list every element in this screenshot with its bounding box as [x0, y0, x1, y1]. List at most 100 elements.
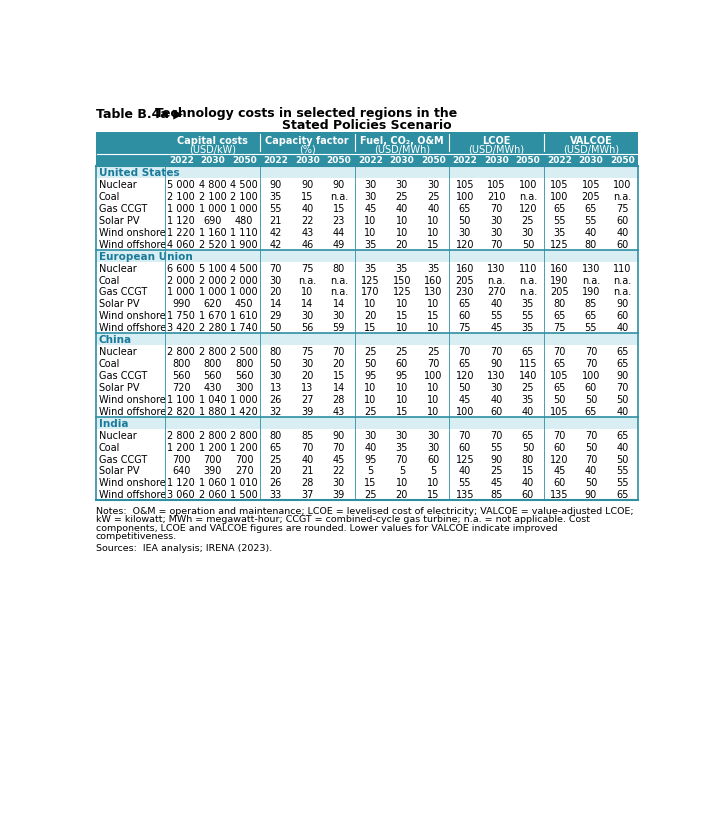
- Text: 15: 15: [427, 239, 440, 250]
- Text: 80: 80: [333, 263, 345, 273]
- Bar: [96, 191, 638, 203]
- Text: 1 740: 1 740: [231, 323, 258, 332]
- Text: Solar PV: Solar PV: [99, 216, 140, 226]
- Text: 22: 22: [301, 216, 314, 226]
- Text: 70: 70: [553, 430, 566, 440]
- Text: 85: 85: [585, 299, 597, 309]
- Text: 55: 55: [522, 311, 534, 321]
- Text: 40: 40: [616, 227, 629, 237]
- Text: 2050: 2050: [326, 156, 351, 165]
- Text: 1 120: 1 120: [168, 216, 195, 226]
- Text: 700: 700: [172, 454, 190, 464]
- Text: 2022: 2022: [547, 156, 572, 165]
- Text: 70: 70: [490, 239, 503, 250]
- Text: China: China: [99, 335, 132, 345]
- Text: 44: 44: [333, 227, 345, 237]
- Text: 130: 130: [487, 263, 505, 273]
- Bar: [96, 465, 638, 477]
- Text: 2 100: 2 100: [168, 192, 195, 202]
- Text: 40: 40: [585, 466, 597, 476]
- Text: 80: 80: [270, 430, 282, 440]
- Text: 70: 70: [585, 359, 597, 369]
- Text: 25: 25: [395, 192, 408, 202]
- Text: 60: 60: [616, 216, 629, 226]
- Text: 30: 30: [522, 227, 534, 237]
- Text: 1 000: 1 000: [199, 287, 226, 297]
- Text: 90: 90: [490, 359, 503, 369]
- Text: 2 500: 2 500: [231, 347, 258, 356]
- Text: 2022: 2022: [358, 156, 383, 165]
- Text: 60: 60: [616, 311, 629, 321]
- Text: 1 000: 1 000: [168, 287, 195, 297]
- Bar: [96, 381, 638, 394]
- Text: 40: 40: [522, 406, 534, 416]
- Text: 2 280: 2 280: [199, 323, 227, 332]
- Text: 3 420: 3 420: [168, 323, 195, 332]
- Text: 110: 110: [614, 263, 632, 273]
- Text: 65: 65: [585, 311, 597, 321]
- Text: 110: 110: [518, 263, 537, 273]
- Text: 2 800: 2 800: [168, 430, 195, 440]
- Text: 65: 65: [459, 299, 471, 309]
- Text: 300: 300: [235, 382, 253, 393]
- Text: 4 060: 4 060: [168, 239, 195, 250]
- Text: 5: 5: [367, 466, 374, 476]
- Text: 65: 65: [522, 347, 534, 356]
- Text: 720: 720: [172, 382, 190, 393]
- Text: Solar PV: Solar PV: [99, 382, 140, 393]
- Text: 25: 25: [522, 216, 534, 226]
- Text: 2030: 2030: [390, 156, 414, 165]
- Text: 100: 100: [455, 406, 474, 416]
- Text: 65: 65: [585, 406, 597, 416]
- Text: 60: 60: [427, 454, 440, 464]
- Text: n.a.: n.a.: [614, 287, 632, 297]
- Text: 43: 43: [301, 227, 314, 237]
- Text: 15: 15: [522, 466, 534, 476]
- Text: 270: 270: [487, 287, 505, 297]
- Text: European Union: European Union: [99, 251, 193, 261]
- Text: 30: 30: [427, 430, 440, 440]
- Text: 60: 60: [459, 311, 471, 321]
- Text: 3 060: 3 060: [168, 490, 195, 500]
- Text: 2 100: 2 100: [199, 192, 226, 202]
- Text: 70: 70: [333, 442, 345, 452]
- Text: 4 800: 4 800: [199, 179, 226, 189]
- Text: Sources:  IEA analysis; IRENA (2023).: Sources: IEA analysis; IRENA (2023).: [96, 543, 272, 552]
- Text: 30: 30: [364, 430, 377, 440]
- Text: n.a.: n.a.: [329, 192, 348, 202]
- Text: 85: 85: [490, 490, 503, 500]
- Text: 1 000: 1 000: [168, 203, 195, 213]
- Text: 80: 80: [585, 239, 597, 250]
- Text: 105: 105: [581, 179, 600, 189]
- Text: Coal: Coal: [99, 192, 120, 202]
- Text: 70: 70: [585, 454, 597, 464]
- Text: 100: 100: [424, 370, 442, 380]
- Text: 65: 65: [459, 203, 471, 213]
- Text: 14: 14: [270, 299, 282, 309]
- Text: n.a.: n.a.: [614, 275, 632, 285]
- Text: 70: 70: [269, 263, 282, 273]
- Text: Fuel, CO₂, O&M: Fuel, CO₂, O&M: [360, 136, 444, 146]
- Text: 50: 50: [364, 359, 377, 369]
- Text: 30: 30: [270, 370, 282, 380]
- Text: 40: 40: [396, 203, 408, 213]
- Bar: [96, 238, 638, 251]
- Text: 22: 22: [332, 466, 345, 476]
- Text: n.a.: n.a.: [519, 275, 537, 285]
- Text: 120: 120: [550, 454, 569, 464]
- Text: 33: 33: [270, 490, 282, 500]
- Text: 14: 14: [301, 299, 314, 309]
- Bar: [96, 167, 638, 179]
- Text: 65: 65: [616, 359, 629, 369]
- Text: 140: 140: [518, 370, 537, 380]
- Text: 560: 560: [172, 370, 190, 380]
- Text: (%): (%): [299, 144, 316, 154]
- Text: 65: 65: [459, 359, 471, 369]
- Text: 95: 95: [364, 370, 377, 380]
- Text: 205: 205: [581, 192, 600, 202]
- Text: Nuclear: Nuclear: [99, 430, 137, 440]
- Text: 2050: 2050: [610, 156, 635, 165]
- Text: 6 600: 6 600: [168, 263, 195, 273]
- Text: 59: 59: [333, 323, 345, 332]
- Text: 2030: 2030: [579, 156, 604, 165]
